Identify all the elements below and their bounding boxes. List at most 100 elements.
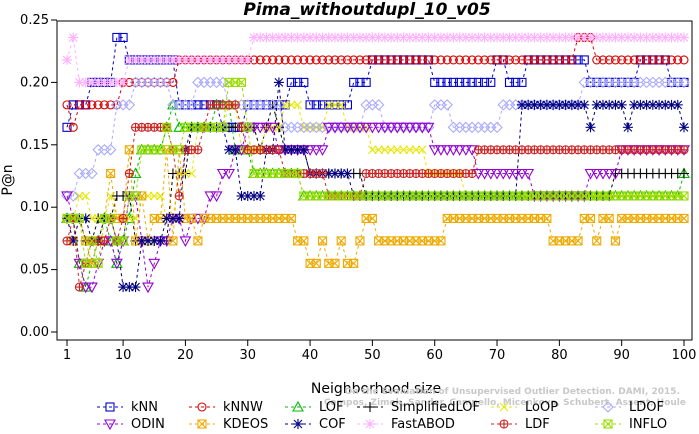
y-tick-label: 0.00 — [20, 325, 49, 340]
data-point — [560, 32, 571, 43]
data-point — [81, 258, 91, 268]
legend-item-ldof: LDOF — [595, 400, 664, 415]
data-point — [455, 77, 465, 87]
data-point — [403, 122, 416, 134]
data-point — [603, 168, 616, 180]
data-point — [679, 213, 689, 223]
legend-marker — [603, 419, 613, 429]
data-point — [131, 191, 141, 201]
data-point — [112, 32, 122, 43]
chart-title: Pima_withoutdupl_10_v05 — [243, 0, 490, 20]
data-point — [604, 213, 614, 223]
data-point — [155, 235, 166, 246]
data-point — [478, 168, 491, 180]
data-point — [591, 99, 602, 110]
data-point — [541, 99, 552, 110]
data-point — [504, 77, 515, 87]
data-point — [274, 122, 284, 132]
data-point — [93, 77, 104, 88]
data-point — [106, 168, 116, 179]
data-point — [199, 54, 210, 65]
data-point — [509, 168, 522, 180]
data-point — [216, 168, 229, 180]
data-point — [517, 55, 527, 65]
series-line-loop — [67, 104, 684, 219]
data-point — [124, 168, 134, 179]
data-point — [378, 122, 391, 134]
data-point — [404, 32, 415, 43]
data-point — [255, 55, 265, 65]
data-point — [660, 55, 670, 65]
series-kdeos — [62, 145, 689, 268]
data-point — [566, 32, 577, 43]
data-point — [679, 168, 689, 179]
data-point — [567, 55, 577, 65]
data-point — [422, 122, 435, 134]
data-point — [617, 55, 627, 65]
data-point — [529, 32, 540, 43]
data-point — [105, 77, 116, 88]
data-point — [187, 213, 197, 223]
data-point — [218, 122, 228, 132]
data-point — [392, 32, 403, 43]
data-point — [118, 77, 129, 88]
data-point — [174, 145, 184, 155]
data-point — [584, 168, 597, 180]
data-point — [86, 77, 97, 88]
data-point — [67, 190, 80, 202]
x-tick-label: 50 — [364, 348, 381, 363]
data-point — [286, 77, 296, 87]
legend-marker — [499, 402, 509, 412]
data-point — [62, 236, 72, 246]
data-point — [286, 213, 296, 223]
data-point — [679, 32, 689, 43]
data-point — [622, 122, 633, 133]
data-point — [255, 190, 266, 201]
data-point — [342, 168, 353, 179]
data-point — [336, 55, 346, 65]
data-point — [317, 55, 328, 65]
data-point — [503, 168, 516, 180]
data-point — [573, 236, 583, 246]
data-point — [162, 122, 172, 132]
data-point — [585, 122, 596, 133]
legend-label: KDEOS — [223, 417, 268, 432]
data-point — [473, 32, 484, 43]
data-point — [274, 145, 284, 155]
data-point — [342, 100, 353, 110]
data-point — [336, 100, 346, 110]
legend-marker — [197, 402, 207, 412]
data-point — [149, 191, 159, 201]
series-line-inflo — [67, 81, 684, 264]
data-point — [510, 32, 521, 43]
data-point — [330, 258, 340, 268]
data-point — [360, 122, 373, 134]
data-point — [672, 99, 683, 110]
series-simplifiedlof — [62, 99, 689, 246]
data-point — [467, 32, 478, 43]
data-point — [448, 55, 458, 65]
data-point — [260, 122, 273, 134]
data-point — [254, 122, 267, 134]
data-point — [354, 32, 365, 43]
data-point — [324, 55, 334, 65]
data-point — [448, 32, 459, 43]
data-point — [210, 191, 223, 203]
data-point — [454, 32, 465, 43]
x-axis-label: Neighborhood size — [311, 381, 441, 397]
data-point — [411, 55, 421, 65]
data-point — [504, 55, 515, 65]
legend: kNN kNNW LOF SimplifiedLOF LoOP LDOF ODIN KDEOS… — [97, 400, 667, 432]
data-point — [491, 168, 503, 180]
data-point — [367, 32, 378, 43]
series-line-simplifiedlof — [67, 103, 684, 242]
legend-item-lof: LOF — [285, 400, 344, 415]
data-point — [274, 55, 284, 65]
series-line-kdeos — [66, 149, 684, 266]
data-point — [293, 168, 303, 179]
data-point — [118, 236, 128, 246]
data-point — [523, 55, 533, 65]
data-point — [74, 282, 85, 292]
data-point — [678, 76, 690, 89]
x-tick-label: 10 — [115, 348, 132, 363]
